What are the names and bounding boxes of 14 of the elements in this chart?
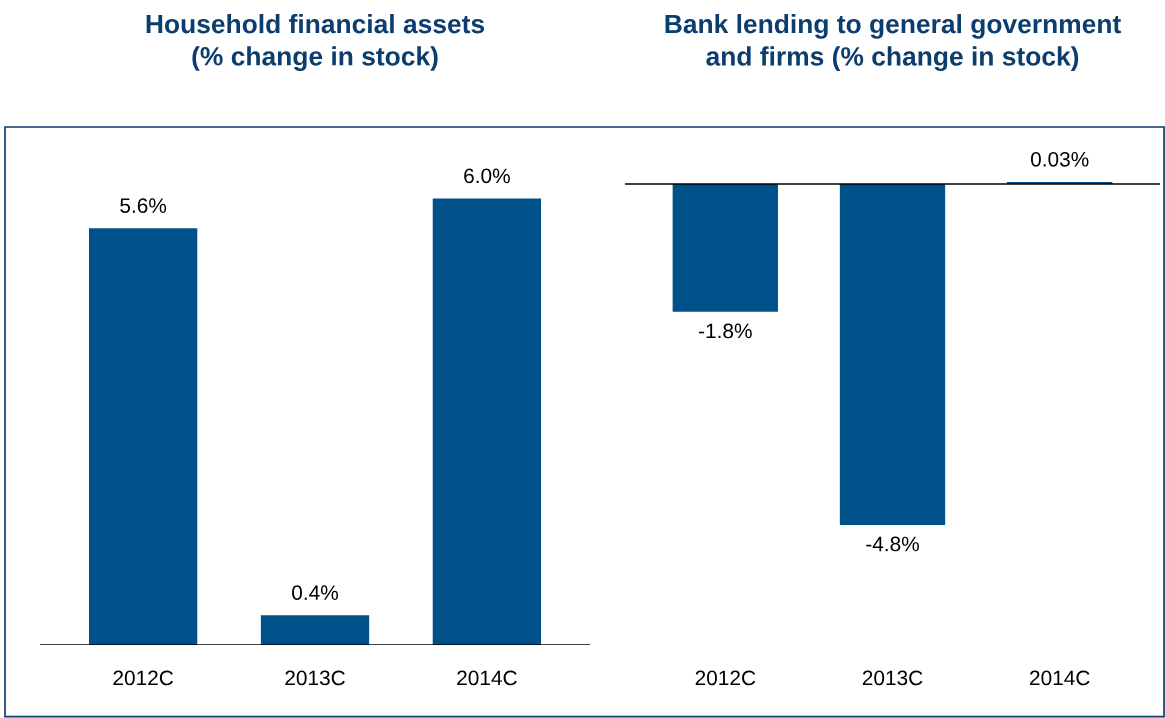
data-label: -4.8% bbox=[866, 536, 919, 552]
chart-title: Household financial assets (% change in stock) bbox=[146, 14, 485, 71]
x-tick-label: 2013C bbox=[285, 670, 345, 686]
data-label: -1.8% bbox=[699, 323, 752, 339]
data-label: 0.4% bbox=[292, 585, 338, 600]
x-tick-label: 2013C bbox=[862, 670, 923, 686]
data-label: 6.0% bbox=[464, 168, 510, 184]
x-tick-label: 2014C bbox=[1030, 670, 1090, 686]
data-label: 0.03% bbox=[1030, 151, 1089, 167]
chart-title: Bank lending to general government and firms (% change in stock) bbox=[665, 14, 1121, 72]
data-label: 5.6% bbox=[120, 198, 167, 213]
x-tick-label: 2012C bbox=[113, 670, 174, 686]
x-tick-label: 2012C bbox=[695, 670, 756, 686]
x-tick-label: 2014C bbox=[457, 670, 517, 686]
